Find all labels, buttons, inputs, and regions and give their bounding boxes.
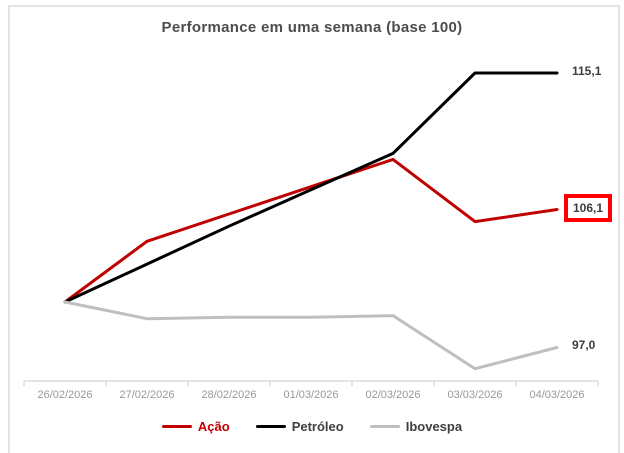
legend-swatch-petroleo-icon <box>255 425 286 428</box>
data-label-acao: 106,1 <box>573 201 604 215</box>
x-axis-label: 28/02/2026 <box>201 389 257 401</box>
legend-label-acao: Ação <box>197 419 230 434</box>
x-axis-labels: 26/02/2026 27/02/2026 28/02/2026 01/03/2026… <box>0 389 624 403</box>
chart-title: Performance em uma semana (base 100) <box>161 19 463 36</box>
legend-label-ibovespa: Ibovespa <box>405 419 463 434</box>
data-label-acao-box: 106,1 <box>564 194 613 222</box>
x-axis-label: 03/03/2026 <box>447 389 503 401</box>
x-axis-label: 04/03/2026 <box>529 389 585 401</box>
legend-swatch-acao-icon <box>161 425 192 428</box>
legend-label-petroleo: Petróleo <box>291 419 344 434</box>
data-label-petroleo: 115,1 <box>572 64 602 78</box>
x-axis-label: 01/03/2026 <box>283 389 339 401</box>
legend-item-ibovespa: Ibovespa <box>369 419 463 434</box>
chart-frame <box>8 5 620 453</box>
x-axis-label: 27/02/2026 <box>119 389 175 401</box>
data-label-ibovespa: 97,0 <box>572 338 596 352</box>
x-axis-label: 26/02/2026 <box>37 389 93 401</box>
x-axis-label: 02/03/2026 <box>365 389 421 401</box>
legend-item-acao: Ação <box>161 419 230 434</box>
legend-item-petroleo: Petróleo <box>255 419 344 434</box>
legend-swatch-ibovespa-icon <box>369 425 400 428</box>
legend: Ação Petróleo Ibovespa <box>0 419 624 434</box>
